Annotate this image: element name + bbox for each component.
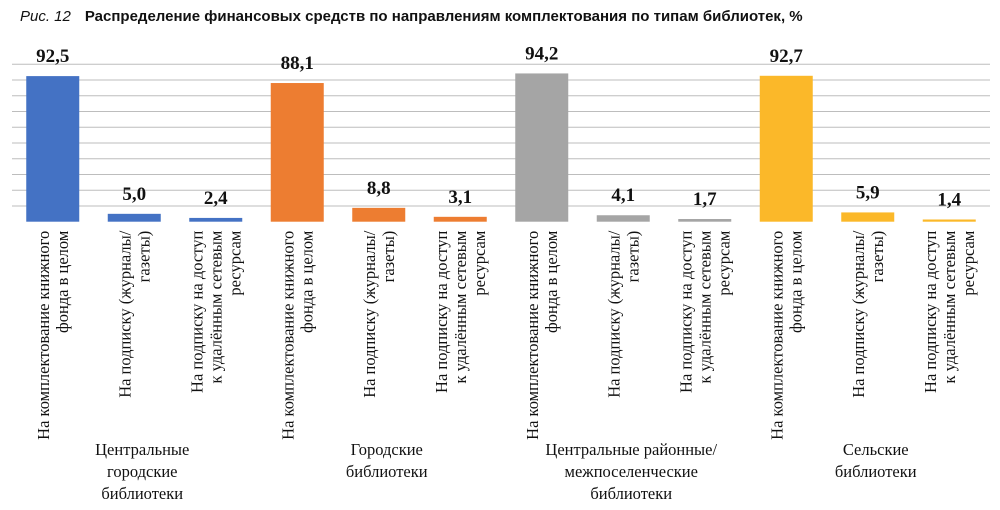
group-label: Центральные [95, 440, 189, 459]
category-label: ресурсам [715, 230, 734, 295]
data-label: 92,7 [770, 46, 804, 67]
category-label: На комплектование книжного [768, 231, 787, 440]
data-label: 92,5 [36, 46, 69, 67]
category-label: фонда в целом [53, 230, 72, 333]
group-label: библиотеки [835, 462, 917, 481]
category-label: На подписку (журналы/ [605, 230, 624, 398]
category-label: газеты) [624, 231, 643, 283]
bar [433, 216, 487, 222]
category-label: На комплектование книжного [279, 231, 298, 440]
category-label: фонда в целом [542, 230, 561, 333]
chart-title-text: Распределение финансовых средств по напр… [84, 8, 803, 25]
category-label: На комплектование книжного [34, 231, 53, 440]
group-label: городские [107, 462, 178, 481]
bar [107, 213, 161, 222]
category-label: На подписку (журналы/ [849, 230, 868, 398]
bar [515, 73, 569, 222]
data-label: 5,9 [856, 182, 880, 203]
group-label: библиотеки [346, 462, 428, 481]
data-label: 8,8 [367, 178, 391, 199]
bar [352, 207, 406, 222]
bar [596, 215, 650, 222]
category-label: ресурсам [470, 230, 489, 295]
group-label: Городские [351, 440, 423, 459]
figure-label: Рис. 12 [20, 8, 71, 25]
category-label: фонда в целом [787, 230, 806, 333]
data-label: 5,0 [122, 184, 146, 205]
category-label: газеты) [379, 231, 398, 283]
data-label: 3,1 [448, 187, 472, 208]
chart-title: Рис. 12 Распределение финансовых средств … [20, 8, 803, 25]
category-label: На подписку (журналы/ [360, 230, 379, 398]
category-label: На подписку (журналы/ [116, 230, 135, 398]
bar [26, 76, 80, 222]
bar [189, 217, 243, 222]
category-label: к удалённым сетевым [940, 230, 959, 383]
bar [922, 219, 976, 222]
category-label: На комплектование книжного [523, 231, 542, 440]
group-label: библиотеки [590, 484, 672, 503]
data-label: 1,7 [693, 189, 717, 210]
group-label: Сельские [843, 440, 909, 459]
data-label: 94,2 [525, 43, 558, 64]
data-label: 4,1 [611, 185, 635, 206]
category-label: На подписку на доступ [677, 231, 696, 393]
bar [270, 83, 324, 222]
category-label: к удалённым сетевым [207, 230, 226, 383]
category-label: На подписку на доступ [188, 231, 207, 393]
category-label: ресурсам [959, 230, 978, 295]
group-label: Центральные районные/ [545, 440, 717, 459]
category-label: газеты) [868, 231, 887, 283]
category-label: ресурсам [226, 230, 245, 295]
category-label: газеты) [135, 231, 154, 283]
bar [759, 75, 813, 222]
category-label: фонда в целом [298, 230, 317, 333]
data-label: 1,4 [937, 189, 961, 210]
data-label: 88,1 [281, 53, 314, 74]
group-label: библиотеки [101, 484, 183, 503]
category-label: На подписку на доступ [432, 231, 451, 393]
category-label: к удалённым сетевым [696, 230, 715, 383]
bar [841, 212, 895, 222]
category-label: На подписку на доступ [921, 231, 940, 393]
group-label: межпоселенческие [565, 462, 698, 481]
bar [678, 219, 732, 222]
data-label: 2,4 [204, 188, 228, 209]
category-label: к удалённым сетевым [451, 230, 470, 383]
